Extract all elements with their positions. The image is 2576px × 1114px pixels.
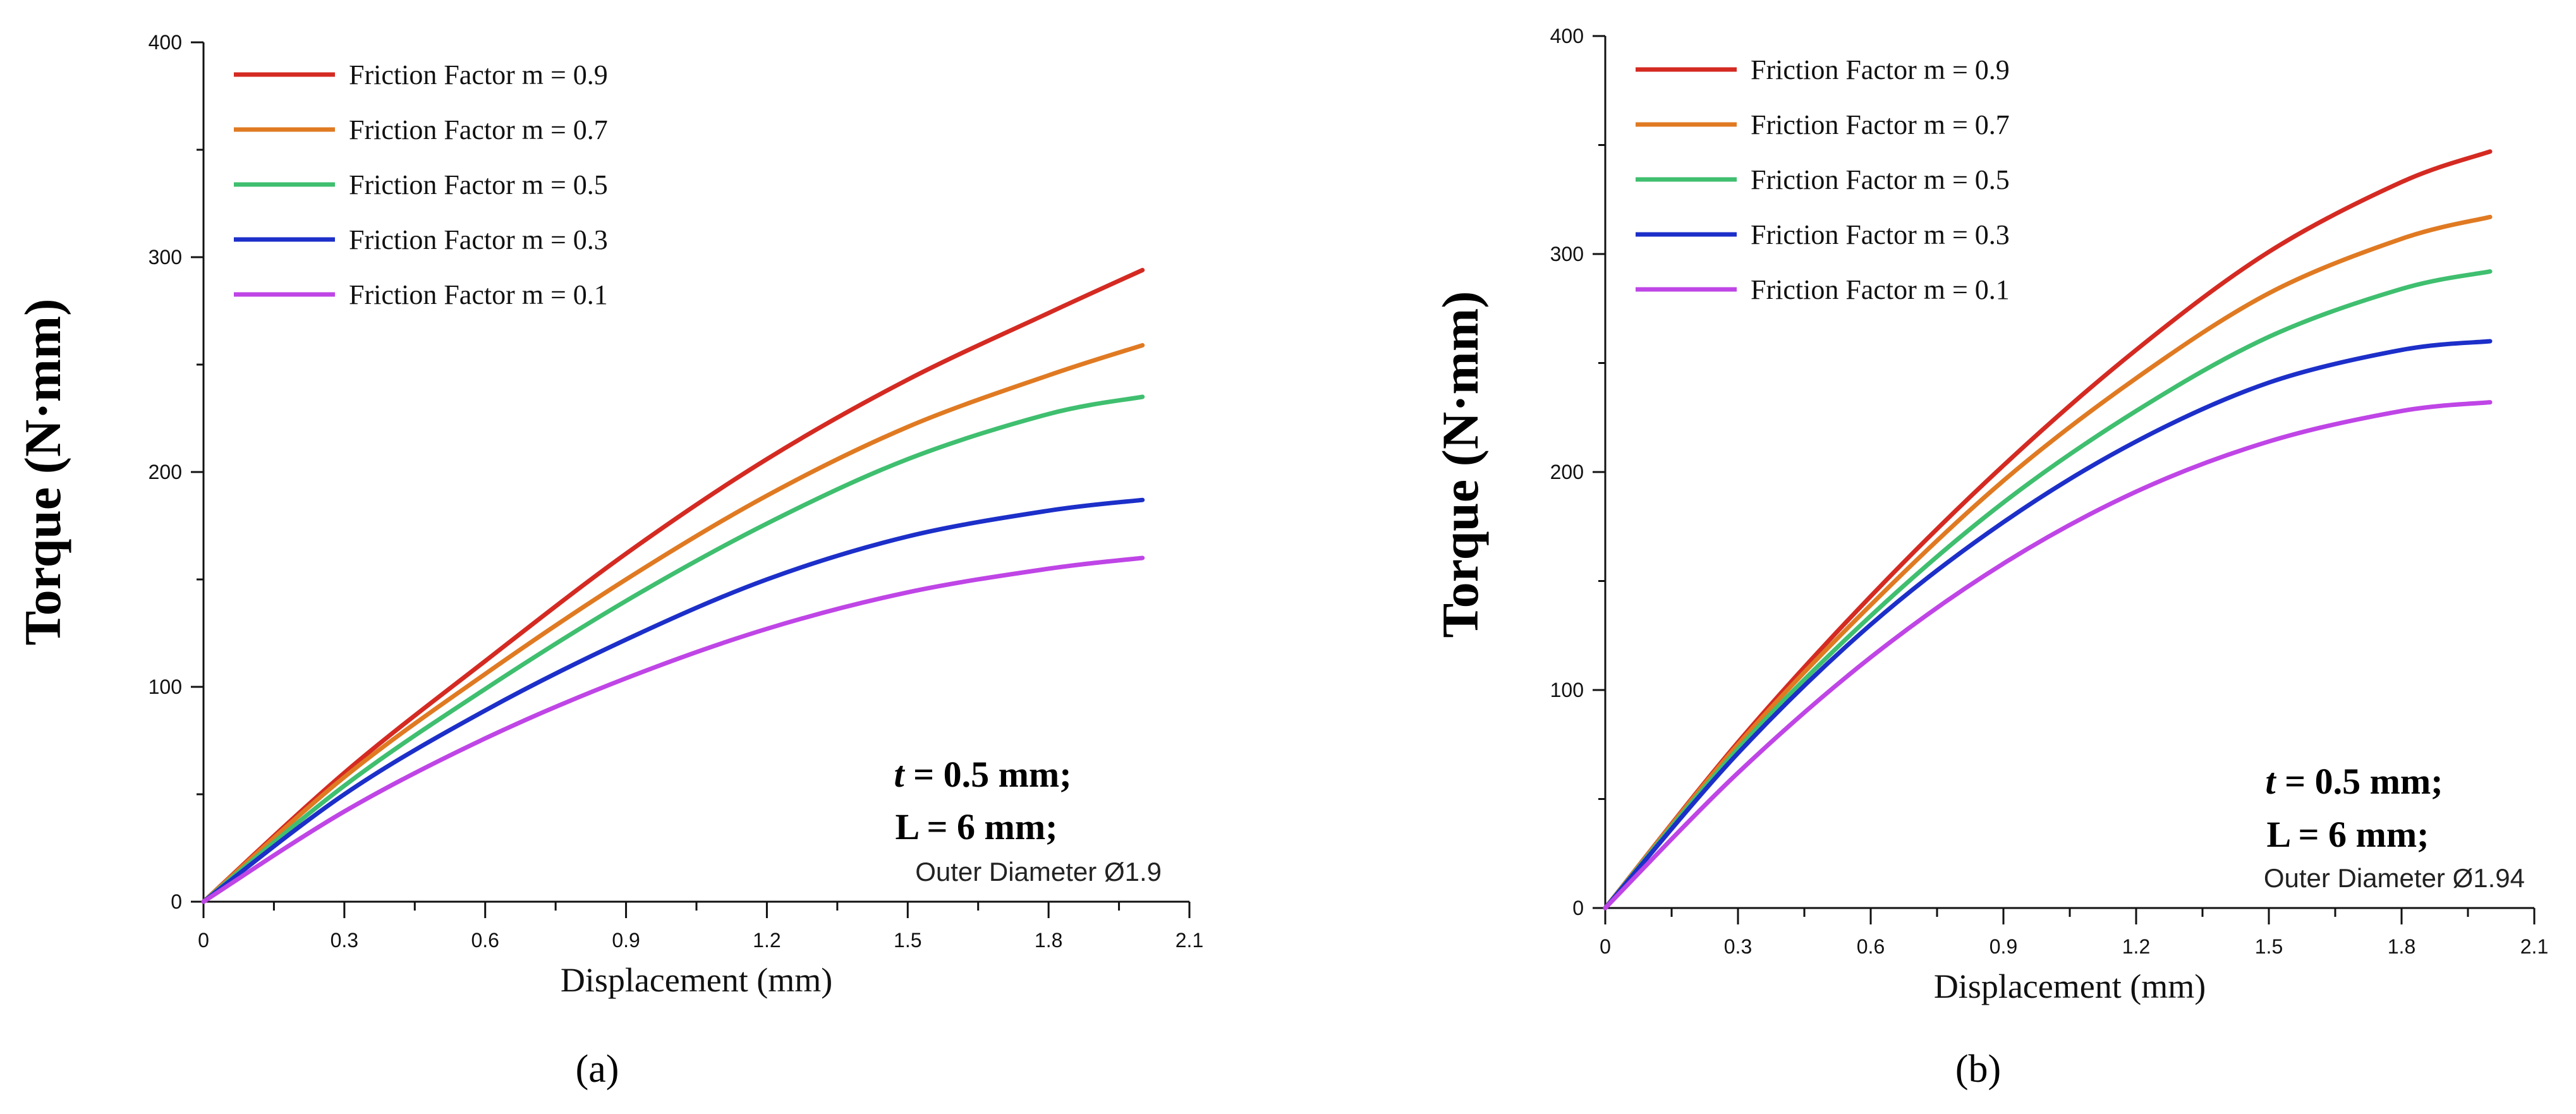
legend-label: Friction Factor m = 0.1 [1751, 274, 2010, 305]
y-tick-label: 400 [149, 31, 182, 54]
y-tick-label: 200 [149, 461, 182, 483]
x-tick-label: 1.5 [2255, 935, 2283, 958]
annotation-length: L = 6 mm; [2267, 814, 2429, 855]
y-tick-label: 300 [1550, 243, 1584, 265]
annotation-thickness-var: t [894, 754, 905, 795]
annotation-thickness-var: t [2265, 761, 2276, 802]
x-tick-label: 2.1 [1176, 929, 1203, 952]
y-tick-label: 200 [1550, 461, 1584, 483]
legend-label: Friction Factor m = 0.5 [349, 169, 608, 200]
y-tick-label: 0 [171, 890, 182, 913]
x-tick-label: 0.9 [1990, 935, 2017, 958]
annotation-outer-diameter: Outer Diameter Ø1.94 [2264, 863, 2525, 893]
legend-label: Friction Factor m = 0.5 [1751, 164, 2010, 195]
series-line-m-0.7 [201, 342, 1145, 904]
x-tick-label: 0.9 [612, 929, 640, 952]
x-tick-label: 0 [1600, 935, 1611, 958]
legend-label: Friction Factor m = 0.1 [349, 279, 608, 310]
annotation-thickness: t = 0.5 mm; [2265, 761, 2443, 802]
y-tick-label: 100 [149, 675, 182, 698]
annotation-thickness: t = 0.5 mm; [894, 754, 1071, 795]
y-tick-label: 0 [1572, 897, 1584, 919]
y-axis-label: Torque (N·mm) [1431, 291, 1489, 638]
series-line-m-0.1 [201, 555, 1145, 904]
x-tick-label: 2.1 [2520, 935, 2548, 958]
series-line-m-0.1 [1603, 400, 2493, 911]
x-tick-label: 1.8 [1035, 929, 1062, 952]
series-line-m-0.9 [201, 267, 1145, 904]
x-tick-label: 0.6 [1857, 935, 1885, 958]
panel-caption: (b) [1955, 1048, 2001, 1091]
panel-caption: (a) [576, 1048, 619, 1091]
series-line-m-0.5 [201, 394, 1145, 904]
y-axis-label: Torque (N·mm) [14, 299, 71, 646]
chart-panel-a: 0 0.3 0.6 0.9 1.2 1.5 1.8 2.1 0 100 200 300 400 Frict… [14, 31, 1203, 1091]
legend-label: Friction Factor m = 0.7 [349, 114, 608, 145]
x-tick-label: 0.6 [471, 929, 499, 952]
chart-panel-b: 0 0.3 0.6 0.9 1.2 1.5 1.8 2.1 0 100 200 300 400 Frict… [1431, 25, 2548, 1091]
x-tick-label: 0.3 [331, 929, 358, 952]
series-line-m-0.7 [1603, 214, 2493, 911]
legend-label: Friction Factor m = 0.9 [349, 59, 608, 90]
x-tick-label: 0 [198, 929, 209, 952]
y-tick-label: 100 [1550, 679, 1584, 701]
x-tick-label: 1.5 [894, 929, 921, 952]
legend-label: Friction Factor m = 0.9 [1751, 54, 2010, 85]
x-axis-label: Displacement (mm) [561, 961, 832, 999]
annotation-outer-diameter: Outer Diameter Ø1.9 [915, 857, 1162, 887]
legend-label: Friction Factor m = 0.3 [349, 224, 608, 255]
x-tick-label: 1.2 [2122, 935, 2150, 958]
x-tick-label: 1.8 [2388, 935, 2415, 958]
annotation-thickness-value: = 0.5 mm; [2276, 761, 2443, 802]
x-tick-label: 1.2 [753, 929, 781, 952]
y-tick-label: 300 [149, 246, 182, 269]
series-line-m-0.3 [201, 497, 1145, 904]
x-axis-label: Displacement (mm) [1934, 967, 2206, 1005]
legend-label: Friction Factor m = 0.3 [1751, 219, 2010, 250]
annotation-thickness-value: = 0.5 mm; [904, 754, 1072, 795]
series-line-m-0.5 [1603, 269, 2493, 911]
series-line-m-0.3 [1603, 339, 2493, 911]
legend-label: Friction Factor m = 0.7 [1751, 109, 2010, 140]
annotation-length: L = 6 mm; [896, 806, 1058, 847]
y-tick-label: 400 [1550, 25, 1584, 47]
x-tick-label: 0.3 [1724, 935, 1752, 958]
